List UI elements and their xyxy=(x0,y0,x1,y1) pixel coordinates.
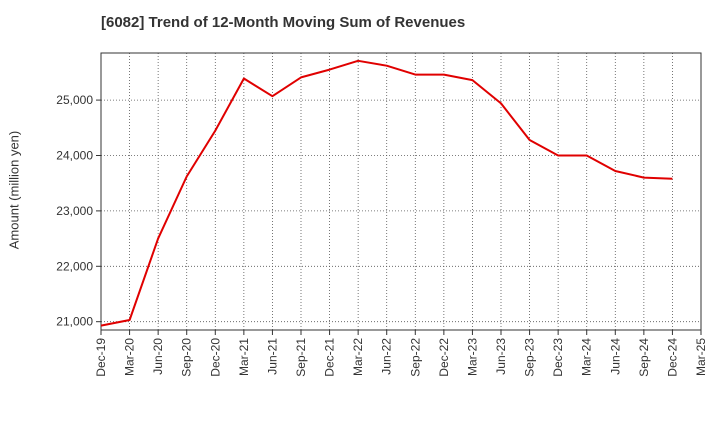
x-tick-label: Sep-20 xyxy=(180,338,194,377)
y-tick-label: 24,000 xyxy=(56,148,93,162)
x-tick-label: Dec-24 xyxy=(665,338,679,377)
x-tick-label: Jun-24 xyxy=(608,338,622,375)
y-tick-label: 25,000 xyxy=(56,93,93,107)
x-tick-label: Sep-21 xyxy=(294,338,308,377)
y-tick-label: 23,000 xyxy=(56,204,93,218)
y-tick-label: 22,000 xyxy=(56,259,93,273)
chart-title: [6082] Trend of 12-Month Moving Sum of R… xyxy=(101,14,466,31)
x-tick-label: Dec-21 xyxy=(323,338,337,377)
x-tick-label: Mar-22 xyxy=(351,338,365,376)
x-tick-label: Sep-23 xyxy=(523,338,537,377)
x-tick-label: Sep-24 xyxy=(637,338,651,377)
x-tick-label: Jun-22 xyxy=(380,338,394,375)
x-tick-label: Mar-21 xyxy=(237,338,251,376)
x-tick-label: Jun-21 xyxy=(265,338,279,375)
x-tick-label: Mar-25 xyxy=(694,338,708,376)
x-tick-label: Dec-23 xyxy=(551,338,565,377)
x-tick-label: Dec-20 xyxy=(208,338,222,377)
x-tick-label: Dec-22 xyxy=(437,338,451,377)
x-tick-label: Mar-23 xyxy=(465,338,479,376)
y-tick-label: 21,000 xyxy=(56,315,93,329)
plot-area xyxy=(100,52,702,331)
x-tick-label: Jun-20 xyxy=(151,338,165,375)
x-tick-label: Sep-22 xyxy=(408,338,422,377)
x-tick-label: Dec-19 xyxy=(94,338,108,377)
x-tick-label: Mar-24 xyxy=(580,338,594,376)
x-tick-label: Mar-20 xyxy=(123,338,137,376)
series-line xyxy=(100,59,673,327)
x-tick-label: Jun-23 xyxy=(494,338,508,375)
